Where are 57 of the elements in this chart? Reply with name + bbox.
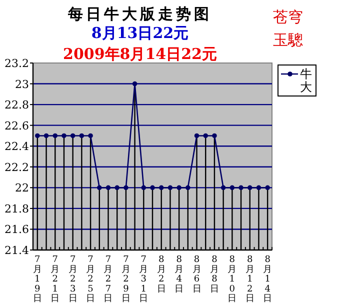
point [62,133,66,138]
y-tick-label: 21.8 [4,202,29,216]
chart-title: 每日牛大版走势图 [67,5,212,23]
legend-label: 牛大 [300,67,312,94]
point [70,133,76,138]
point [106,185,111,190]
y-tick-label: 22.8 [4,98,29,112]
x-tick-label: 8月4日 [174,255,184,294]
point [247,185,252,190]
x-tick-label: 7月19日 [32,255,42,304]
x-tick-label: 8月8日 [210,255,219,294]
point [96,185,102,190]
point [124,185,128,190]
x-tick-label: 7月21日 [50,255,60,304]
point [141,185,146,190]
x-tick-label: 7月25日 [86,255,96,304]
point [194,133,200,138]
point [150,185,155,190]
point [230,185,235,190]
x-tick-label: 8月12日 [245,255,254,304]
point [212,133,217,138]
point [265,185,270,190]
point [176,185,182,190]
y-tick-label: 23.2 [4,57,29,70]
point [52,133,58,138]
x-tick-label: 8月2日 [156,255,166,294]
x-tick-label: 8月10日 [228,255,237,304]
x-tick-label: 7月27日 [104,255,113,304]
point [203,133,208,138]
point [186,185,190,190]
y-tick-label: 21.4 [4,244,29,257]
x-tick-label: 7月31日 [139,255,148,304]
text: 2009年8月14日22元 [63,45,217,63]
point [35,133,40,138]
x-tick-label: 8月6日 [192,255,202,294]
y-tick-label: 22.2 [4,160,29,174]
x-tick-label: 8月14日 [263,255,272,304]
text: 苍穹玉驄 [273,8,303,49]
point [88,133,93,138]
point [220,185,226,190]
chart-subtitle: 8月13日22元 [91,24,189,42]
point [158,185,164,190]
point [114,185,120,190]
point [168,185,173,190]
y-tick-label: 22.4 [4,140,29,154]
y-tick-label: 21.6 [4,223,29,236]
y-tick-label: 22 [15,182,29,195]
x-tick-label: 7月29日 [121,255,130,304]
point [79,133,84,138]
point [44,133,49,138]
y-tick-label: 22.6 [4,119,29,132]
point [238,185,244,190]
point [256,185,262,190]
point [132,81,138,86]
legend: 牛大 [278,64,316,96]
y-tick-label: 23 [15,78,29,91]
x-tick-label: 7月23日 [68,255,78,304]
